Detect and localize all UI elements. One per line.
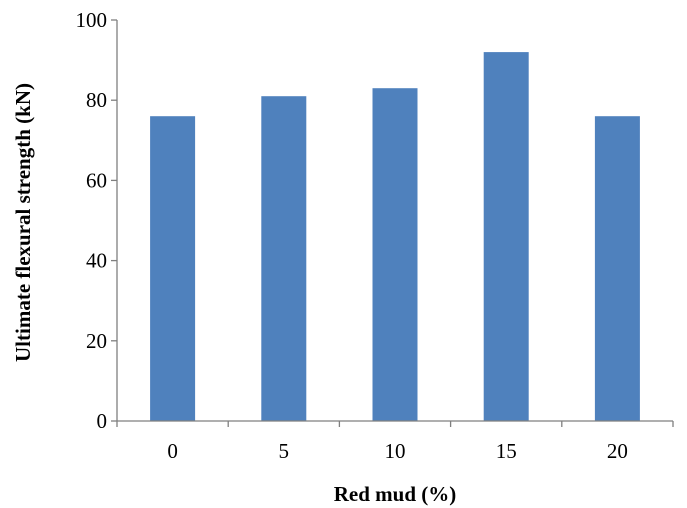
y-tick-label: 20 bbox=[86, 329, 107, 353]
x-axis: 0 5 10 15 20 bbox=[116, 420, 674, 463]
y-axis: 0 20 40 60 80 100 bbox=[76, 8, 118, 433]
x-tick-label: 20 bbox=[607, 439, 628, 463]
y-axis-title: Ultimate flexural strength (kN) bbox=[11, 83, 35, 362]
x-tick-label: 10 bbox=[385, 439, 406, 463]
x-axis-title: Red mud (%) bbox=[334, 482, 457, 506]
y-tick-label: 60 bbox=[86, 168, 107, 192]
x-tick-label: 5 bbox=[279, 439, 290, 463]
bar-10 bbox=[372, 88, 418, 421]
bar-5 bbox=[261, 96, 307, 421]
y-tick-label: 0 bbox=[97, 409, 108, 433]
y-tick-label: 40 bbox=[86, 249, 107, 273]
x-tick-label: 15 bbox=[496, 439, 517, 463]
bar-0 bbox=[150, 116, 196, 421]
bars-group bbox=[150, 52, 640, 421]
y-tick-label: 100 bbox=[76, 8, 108, 32]
bar-15 bbox=[483, 52, 529, 421]
bar-20 bbox=[594, 116, 640, 421]
y-tick-label: 80 bbox=[86, 88, 107, 112]
x-tick-label: 0 bbox=[167, 439, 178, 463]
